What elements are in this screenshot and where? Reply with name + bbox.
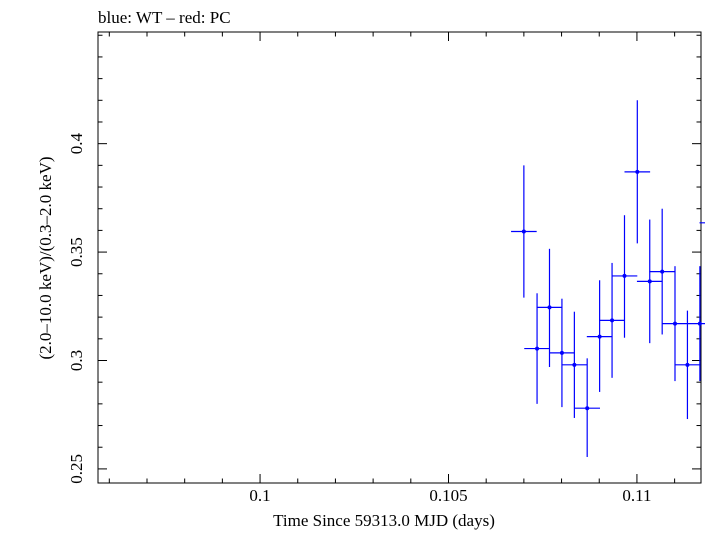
data-point <box>611 215 638 338</box>
data-point <box>599 262 625 378</box>
y-tick-label: 0.3 <box>67 350 86 371</box>
y-axis-title: (2.0–10.0 keV)/(0.3–2.0 keV) <box>36 156 55 359</box>
point-marker <box>635 169 640 174</box>
x-axis-title: Time Since 59313.0 MJD (days) <box>273 511 495 530</box>
point-marker <box>597 334 602 339</box>
point-marker <box>610 318 615 323</box>
y-tick-label: 0.25 <box>67 454 86 484</box>
point-marker <box>647 279 652 284</box>
point-marker <box>547 305 552 310</box>
data-point <box>574 358 600 457</box>
point-marker <box>585 406 590 411</box>
point-marker <box>572 362 577 367</box>
y-tick-label: 0.35 <box>67 237 86 267</box>
y-tick-label: 0.4 <box>67 133 86 155</box>
axis-ticks <box>98 32 701 483</box>
point-marker <box>559 350 564 355</box>
data-point <box>511 165 537 298</box>
x-tick-label: 0.11 <box>622 486 651 505</box>
point-marker <box>660 269 665 274</box>
data-point <box>662 266 688 382</box>
data-point <box>549 298 575 408</box>
data-point <box>636 219 663 344</box>
plot-frame <box>97 31 702 484</box>
point-marker <box>685 362 690 367</box>
x-tick-label: 0.105 <box>429 486 467 505</box>
data-point <box>649 208 675 335</box>
point-marker <box>622 273 627 278</box>
x-tick-label: 0.1 <box>249 486 270 505</box>
data-point <box>674 310 701 420</box>
data-point <box>536 248 563 367</box>
data-point <box>687 266 705 382</box>
point-marker <box>535 346 540 351</box>
point-marker <box>521 229 526 234</box>
data-point <box>586 280 613 392</box>
chart-title: blue: WT – red: PC <box>98 8 231 27</box>
data-point <box>699 222 705 224</box>
data-point <box>561 311 588 418</box>
tick-labels: 0.1 0.105 0.11 0.25 0.3 0.35 0.4 <box>67 133 651 505</box>
data-point <box>624 100 651 244</box>
point-marker <box>697 321 702 326</box>
point-marker <box>672 321 677 326</box>
data-points <box>511 100 705 457</box>
data-point <box>524 293 550 404</box>
